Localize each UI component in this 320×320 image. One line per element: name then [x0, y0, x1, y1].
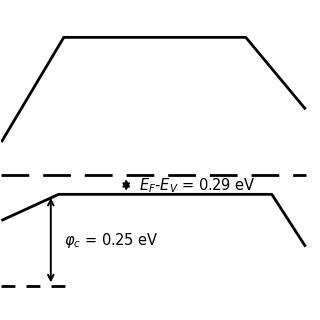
Text: $\varphi_c$ = 0.25 eV: $\varphi_c$ = 0.25 eV	[64, 231, 158, 250]
Text: $E_F$-$E_V$ = 0.29 eV: $E_F$-$E_V$ = 0.29 eV	[139, 176, 255, 195]
